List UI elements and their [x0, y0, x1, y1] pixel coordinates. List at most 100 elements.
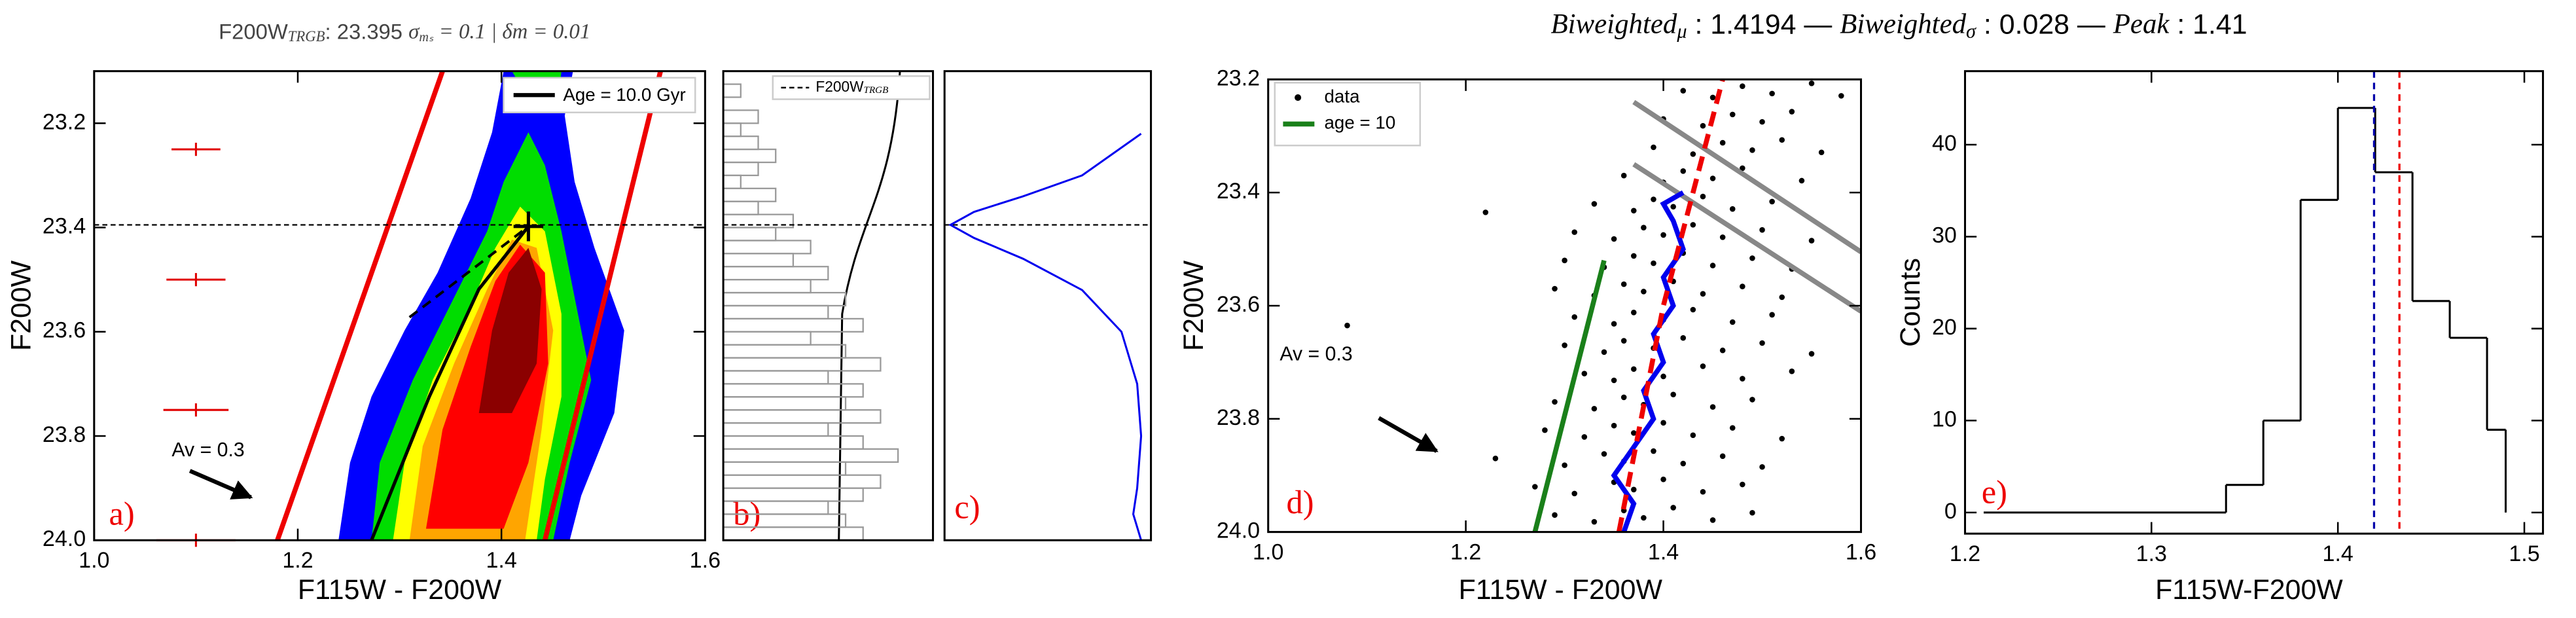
data-point	[1532, 484, 1538, 490]
hist-bar	[722, 383, 864, 398]
data-point	[1769, 312, 1775, 318]
axes-frame	[1267, 78, 1863, 534]
data-point	[1779, 137, 1785, 143]
hist-bar	[722, 200, 759, 215]
y-tick-label: 40	[1932, 131, 1957, 156]
panel-label: e)	[1982, 474, 2007, 511]
y-tick-label: 0	[1944, 499, 1957, 524]
x-axis-label: F115W - F200W	[298, 574, 502, 606]
y-tick-label: 23.8	[43, 422, 86, 447]
data-point	[1740, 165, 1745, 172]
hist-bar	[722, 279, 812, 294]
legend-label: age = 10	[1325, 113, 1396, 133]
data-point	[1670, 391, 1676, 397]
series-line	[1611, 190, 1686, 532]
y-tick-label: 23.2	[43, 109, 86, 134]
data-point	[1759, 227, 1765, 233]
data-point	[1709, 404, 1716, 410]
y-tick-label: 30	[1932, 223, 1957, 247]
hist-bar	[722, 344, 847, 359]
data-point	[1749, 397, 1755, 403]
hist-bar	[722, 435, 864, 450]
data-point	[1740, 376, 1745, 382]
hist-bar	[722, 461, 847, 476]
panel-label: a)	[109, 495, 135, 532]
data-point	[1690, 432, 1696, 439]
data-point	[1581, 371, 1588, 376]
cumulative-curve	[838, 71, 901, 541]
annotation: Av = 0.3	[1279, 344, 1352, 365]
data-point	[1591, 405, 1598, 412]
data-point	[1601, 451, 1607, 457]
panel-label: d)	[1286, 484, 1314, 520]
data-point	[1700, 291, 1706, 297]
data-point	[1680, 460, 1687, 467]
data-point	[1631, 310, 1637, 316]
y-tick-label: 24.0	[1217, 518, 1260, 543]
data-point	[1631, 486, 1637, 493]
hist-bar	[722, 422, 829, 437]
hist-bar	[722, 474, 882, 489]
y-tick-label: 23.4	[1217, 179, 1260, 204]
data-point	[1690, 222, 1696, 228]
y-tick-label: 23.6	[1217, 292, 1260, 317]
data-point	[1660, 420, 1666, 426]
series-line	[1616, 79, 1725, 532]
hist-bar	[722, 122, 742, 137]
data-point	[1670, 505, 1676, 511]
series-line	[1632, 100, 1861, 255]
data-point	[1620, 394, 1627, 401]
x-tick-label: 1.4	[2323, 541, 2353, 566]
data-point	[1808, 238, 1815, 244]
data-point	[1779, 435, 1785, 442]
data-point	[1729, 319, 1736, 325]
x-tick-label: 1.6	[1846, 539, 1876, 564]
data-point	[1670, 204, 1676, 210]
data-point	[1779, 294, 1785, 300]
title-e: Biweightedμ : 1.4194 — Biweightedσ : 0.0…	[1550, 9, 2247, 42]
hist-bar	[722, 148, 777, 164]
hist-bar	[722, 291, 847, 307]
data-point	[1759, 118, 1765, 125]
data-point	[1729, 425, 1736, 431]
legend-label: data	[1325, 86, 1361, 106]
data-point	[1749, 147, 1755, 153]
series-line	[1632, 162, 1861, 314]
x-tick-label: 1.4	[486, 548, 517, 573]
axes-frame	[93, 70, 706, 541]
y-tick-label: 23.8	[1217, 405, 1260, 430]
annotation: Av = 0.3	[171, 439, 244, 461]
x-tick-label: 1.0	[1253, 539, 1283, 564]
x-tick-label: 1.2	[282, 548, 313, 573]
data-point	[1651, 196, 1656, 202]
y-tick-label: 23.6	[43, 318, 86, 343]
data-point	[1631, 430, 1637, 436]
data-point	[1808, 81, 1815, 86]
y-tick-label: 24.0	[43, 526, 86, 551]
data-point	[1651, 448, 1656, 454]
hist-bar	[722, 357, 882, 372]
hist-bar	[722, 266, 829, 281]
data-point	[1611, 321, 1617, 327]
data-point	[1641, 289, 1647, 295]
data-point	[1552, 399, 1558, 405]
hist-bar	[722, 370, 829, 385]
data-point	[1651, 144, 1656, 151]
y-tick-label: 10	[1932, 407, 1957, 431]
data-point	[1660, 232, 1666, 238]
panel-label: c)	[954, 488, 980, 525]
y-axis-label: Counts	[1895, 258, 1926, 347]
hist-bar	[722, 409, 882, 424]
data-point	[1719, 234, 1726, 240]
x-tick-label: 1.5	[2509, 541, 2539, 566]
data-point	[1759, 464, 1765, 470]
data-point	[1680, 335, 1687, 341]
data-point	[1562, 342, 1567, 348]
x-tick-label: 1.4	[1648, 539, 1679, 564]
density-map	[275, 71, 663, 541]
data-point	[1591, 201, 1598, 207]
data-point	[1680, 88, 1687, 94]
data-point	[1719, 139, 1726, 146]
hist-bar	[722, 227, 777, 242]
data-point	[1808, 351, 1815, 357]
